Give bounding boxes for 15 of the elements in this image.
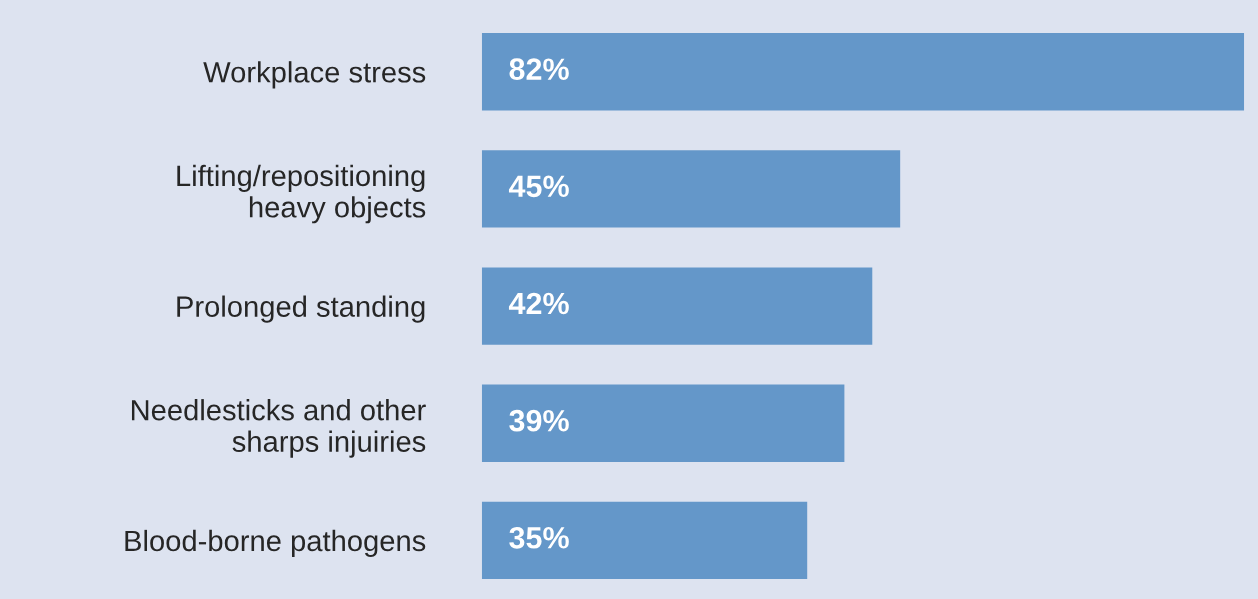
y-tick-label: Blood-borne pathogens bbox=[125, 529, 426, 558]
bar bbox=[481, 384, 845, 462]
y-tick-label: Workplace stress bbox=[203, 61, 426, 89]
bar bbox=[481, 150, 901, 228]
data-label: 35% bbox=[509, 526, 569, 549]
data-label: 82% bbox=[509, 58, 569, 80]
data-label: 45% bbox=[508, 175, 569, 198]
y-tick-label: Prolonged standing bbox=[177, 295, 425, 323]
y-tick-label: Lifting/repositioning heavy objects bbox=[177, 164, 426, 224]
data-label: 39% bbox=[509, 409, 569, 432]
bar bbox=[481, 267, 873, 345]
bar bbox=[481, 501, 808, 580]
bar bbox=[481, 33, 1245, 111]
y-tick-label: Needlesticks and other sharps injuiries bbox=[131, 399, 426, 458]
data-label: 42% bbox=[508, 292, 569, 315]
